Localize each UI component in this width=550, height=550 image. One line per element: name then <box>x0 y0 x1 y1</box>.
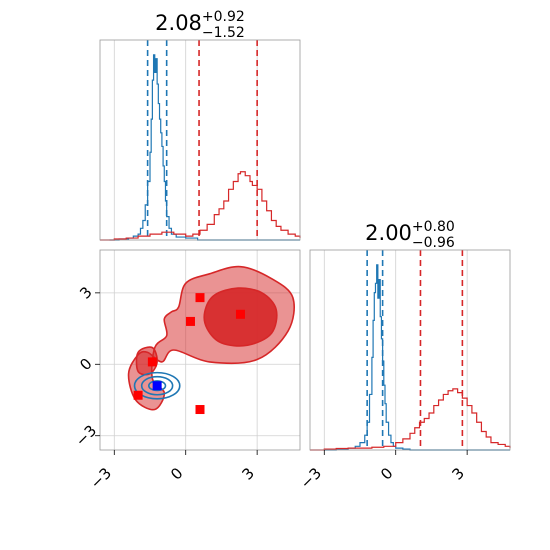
title-upper-error: +0.80 <box>412 219 455 235</box>
histogram-series-line <box>100 171 301 241</box>
panel-background <box>310 250 510 450</box>
histogram-series-line <box>109 54 300 241</box>
histogram-panel-bottom-right: 2.00+0.80 −0.96 <box>309 219 511 451</box>
title-value: 2.08 <box>155 11 202 35</box>
red-square-marker <box>185 316 195 326</box>
red-square-marker <box>235 309 245 319</box>
blue-square-marker <box>152 381 162 391</box>
histogram-title-top-left: 2.08+0.92 −1.52 <box>155 9 245 41</box>
contour-panel-bottom-left <box>99 249 301 451</box>
histogram-series-line <box>310 388 511 451</box>
title-value: 2.00 <box>365 221 412 245</box>
title-lower-error: −0.96 <box>412 235 455 251</box>
blue-contour-line <box>133 371 181 400</box>
red-square-marker <box>133 390 143 400</box>
red-square-marker <box>195 293 205 303</box>
red-contour-region <box>135 346 158 376</box>
contour-layer <box>127 265 295 415</box>
blue-contour-line <box>140 375 174 396</box>
histogram-panel-top-left: 2.08+0.92 −1.52 <box>99 9 301 241</box>
red-square-marker <box>147 357 157 367</box>
title-upper-error: +0.92 <box>202 9 245 25</box>
histogram-series-line <box>324 264 510 451</box>
panel-border <box>99 39 301 241</box>
blue-contour-line <box>148 380 167 392</box>
title-lower-error: −1.52 <box>202 25 245 41</box>
histogram-title-bottom-right: 2.00+0.80 −0.96 <box>365 219 455 251</box>
panel-border <box>99 249 301 451</box>
panel-background <box>100 40 300 240</box>
red-square-marker <box>195 405 205 415</box>
panel-border <box>309 249 511 451</box>
